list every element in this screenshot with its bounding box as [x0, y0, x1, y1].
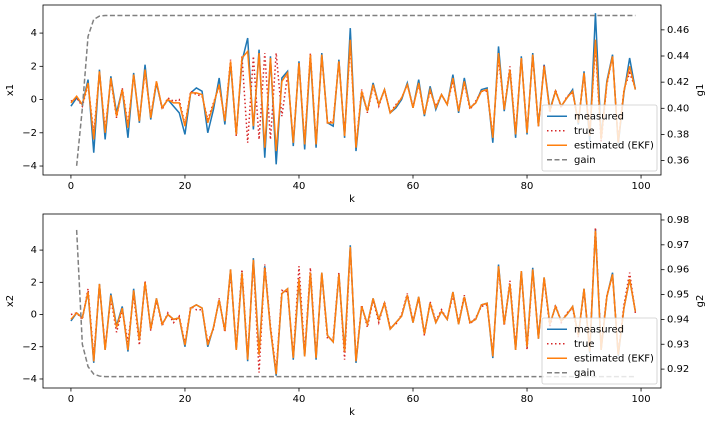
y-tick-label: −4 — [22, 161, 37, 172]
y-axis-label: x2 — [5, 295, 16, 307]
x-tick-label: 20 — [179, 181, 192, 192]
y2-tick-label: 0.36 — [667, 156, 689, 167]
y-tick-label: −4 — [22, 374, 37, 385]
legend-label: gain — [574, 368, 596, 379]
y2-axis-label: g1 — [695, 84, 706, 97]
legend-label: true — [574, 126, 595, 137]
y2-tick-label: 0.96 — [667, 265, 689, 276]
y-tick-label: 0 — [31, 95, 37, 106]
y-tick-label: 4 — [31, 28, 37, 39]
legend: measured true estimated (EKF) gain — [541, 317, 658, 385]
y2-tick-label: 0.38 — [667, 129, 689, 140]
x-tick-label: 0 — [68, 181, 74, 192]
subplot: 0 20 40 60 80 100 −4 −2 0 2 4 0.92 0.93 0.94 0.95 0.96 0… — [5, 213, 706, 418]
y2-tick-label: 0.40 — [667, 103, 689, 114]
legend-box — [541, 104, 658, 172]
x-tick-label: 60 — [407, 181, 420, 192]
legend-label: estimated (EKF) — [574, 353, 654, 364]
legend-label: estimated (EKF) — [574, 140, 654, 151]
y2-tick-label: 0.44 — [667, 51, 689, 62]
y-tick-label: 2 — [31, 277, 37, 288]
legend-box — [541, 317, 658, 385]
y-tick-label: 0 — [31, 310, 37, 321]
y2-tick-label: 0.95 — [667, 290, 689, 301]
x-tick-label: 0 — [68, 394, 74, 405]
y2-tick-label: 0.92 — [667, 364, 689, 375]
series-line — [70, 39, 637, 152]
x-tick-label: 80 — [521, 394, 534, 405]
x-axis-label: k — [349, 407, 355, 418]
y-tick-label: 4 — [31, 245, 37, 256]
legend-label: true — [574, 339, 595, 350]
legend-label: gain — [574, 155, 596, 166]
y2-tick-label: 0.94 — [667, 314, 689, 325]
y-axis-label: x1 — [5, 84, 16, 96]
x-tick-label: 20 — [179, 394, 192, 405]
x-axis-label: k — [349, 194, 355, 205]
y2-tick-label: 0.46 — [667, 25, 689, 36]
x-tick-label: 100 — [631, 394, 650, 405]
y2-tick-label: 0.42 — [667, 77, 689, 88]
legend: measured true estimated (EKF) gain — [541, 104, 658, 172]
x-tick-label: 80 — [521, 181, 534, 192]
series-line — [75, 14, 636, 166]
y2-tick-label: 0.93 — [667, 339, 689, 350]
y-tick-label: 2 — [31, 61, 37, 72]
axes-frame — [42, 213, 662, 389]
y2-tick-label: 0.97 — [667, 240, 689, 251]
y2-axis-label: g2 — [695, 295, 706, 308]
legend-label: measured — [574, 324, 624, 335]
y-tick-label: −2 — [22, 342, 37, 353]
series-line — [70, 230, 637, 375]
x-tick-label: 40 — [293, 394, 306, 405]
x-tick-label: 40 — [293, 181, 306, 192]
y-tick-label: −2 — [22, 128, 37, 139]
x-tick-label: 60 — [407, 394, 420, 405]
x-tick-label: 100 — [631, 181, 650, 192]
axes-frame — [42, 4, 662, 176]
subplot: 0 20 40 60 80 100 −4 −2 0 2 4 0.36 0.38 0.40 0.42 0.44 0… — [5, 4, 706, 205]
y2-tick-label: 0.98 — [667, 215, 689, 226]
legend-label: measured — [574, 111, 624, 122]
